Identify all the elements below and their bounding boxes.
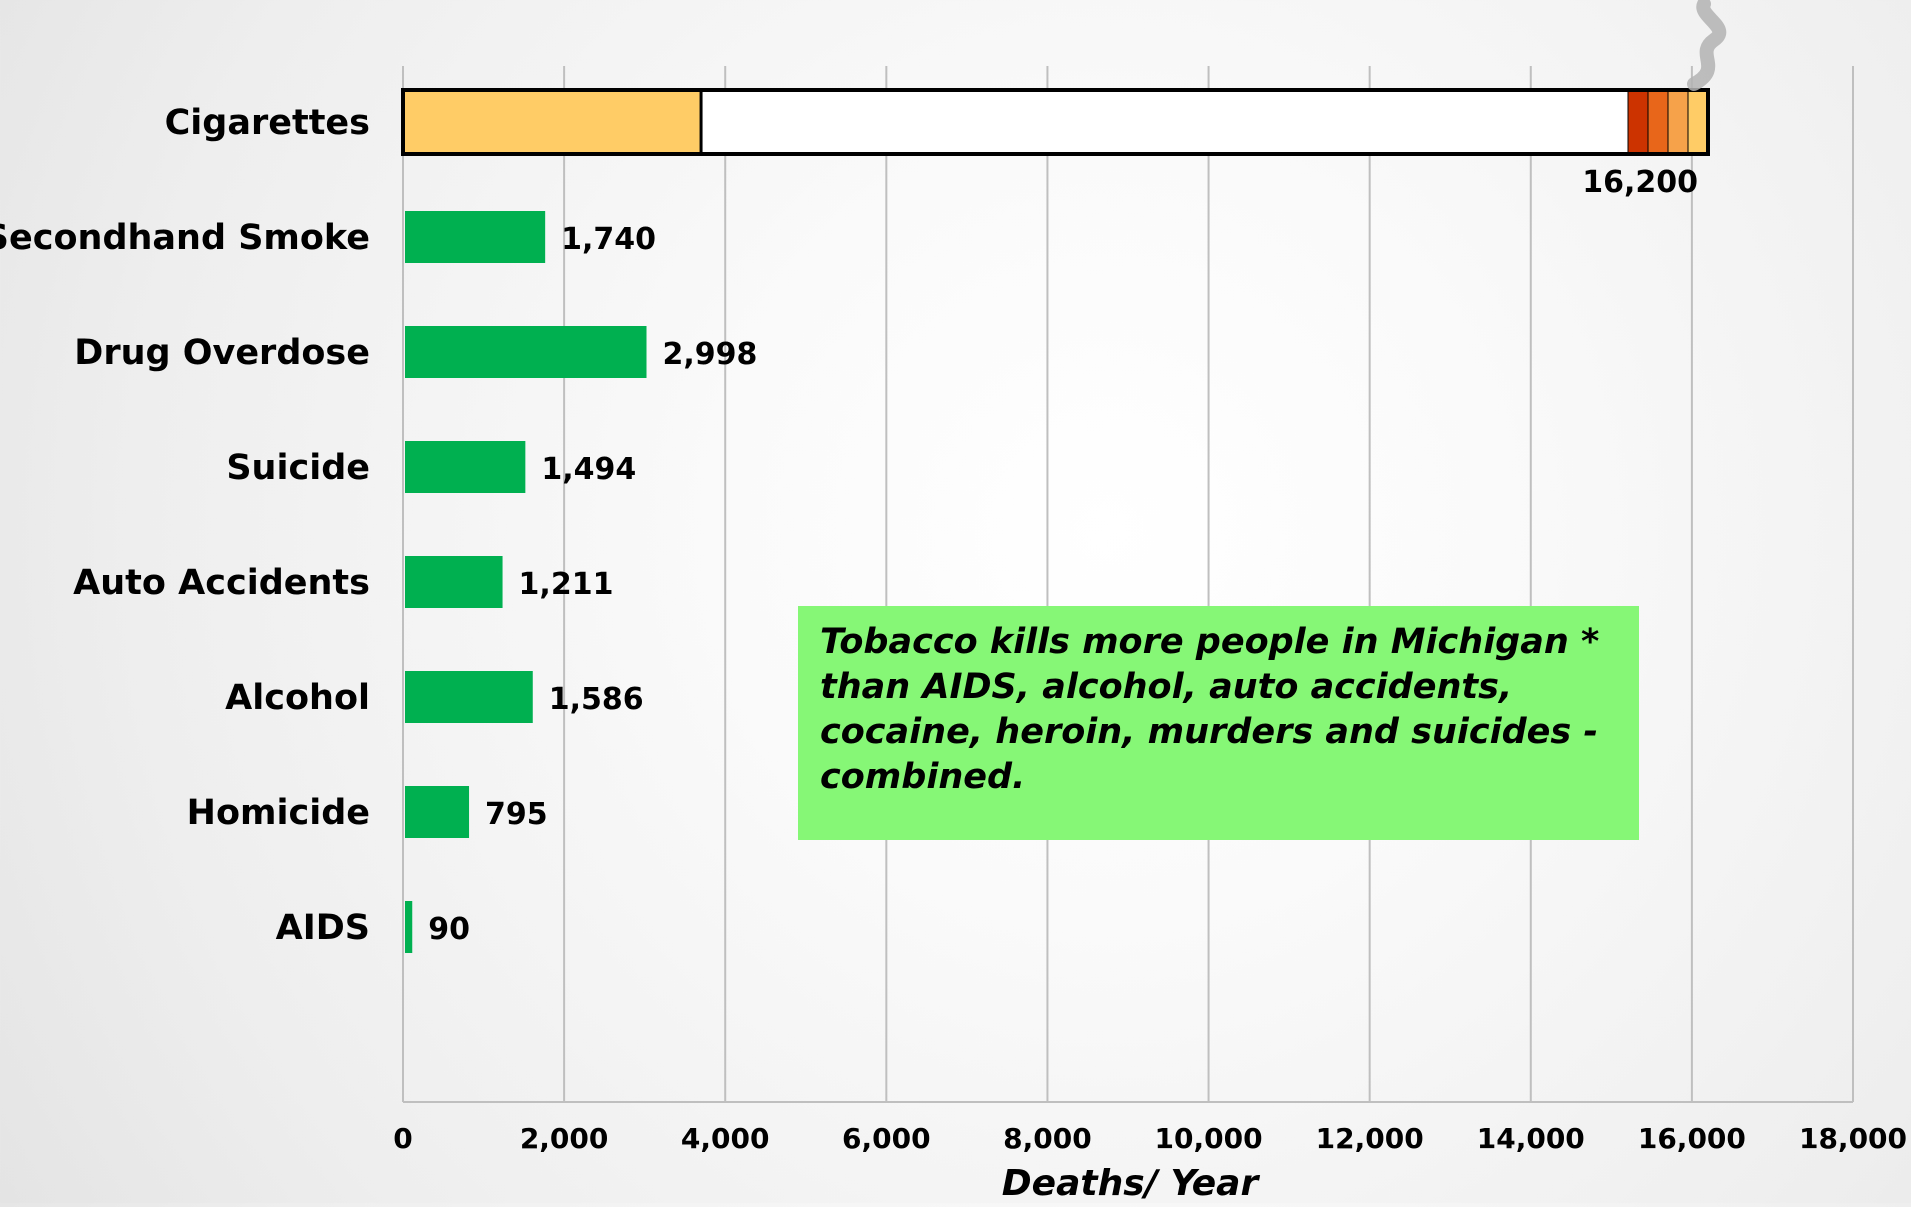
x-tick-label: 2,000 [520,1122,609,1155]
bar-secondhand-smoke [405,211,546,263]
x-tick-label: 16,000 [1638,1122,1746,1155]
value-label: 16,200 [1582,165,1698,200]
callout-text: Tobacco kills more people in Michigan * … [820,622,1600,797]
category-label: Cigarettes [165,103,370,143]
cigarette-bar [401,0,1727,156]
callout-box: Tobacco kills more people in Michigan * … [798,606,1639,840]
category-label: Secondhand Smoke [0,218,370,258]
x-tick-label: 6,000 [842,1122,931,1155]
bars [401,0,1727,953]
x-tick-label: 18,000 [1799,1122,1907,1155]
gridlines [402,66,1854,1103]
value-label: 1,494 [541,452,636,487]
bar-auto-accidents [405,556,503,608]
category-label: AIDS [276,908,370,948]
x-tick-label: 12,000 [1316,1122,1424,1155]
bar-homicide [405,786,470,838]
cigarette-ember-band [1687,89,1709,155]
bar-alcohol [405,671,533,723]
cigarette-ember-band [1647,89,1669,155]
bar-drug-overdose [405,326,647,378]
smoke-icon [1687,0,1727,91]
x-axis: 0 2,000 4,000 6,000 8,000 10,000 12,000 14,000 1… [393,1122,1907,1155]
cigarette-paper [701,90,1708,154]
value-label: 1,586 [549,682,644,717]
value-label: 90 [428,912,470,947]
value-label: 1,740 [561,222,656,257]
labels: Cigarettes 16,200 Secondhand Smoke 1,740 Dru… [0,103,1698,948]
x-tick-label: 0 [393,1122,412,1155]
x-tick-label: 8,000 [1003,1122,1092,1155]
x-tick-label: 10,000 [1155,1122,1263,1155]
category-label: Homicide [187,793,370,833]
value-label: 795 [485,797,548,832]
value-label: 2,998 [663,337,758,372]
category-label: Auto Accidents [73,563,370,603]
category-label: Suicide [226,448,370,488]
x-tick-label: 14,000 [1477,1122,1585,1155]
x-axis-title: Deaths/ Year [1002,1163,1261,1203]
bar-aids [405,901,413,953]
cigarette-ember-band [1627,89,1649,155]
cigarette-outline [401,88,1710,156]
bar-suicide [405,441,526,493]
cigarette-ember-band [1667,89,1689,155]
category-label: Drug Overdose [74,333,370,373]
value-label: 1,211 [519,567,614,602]
category-label: Alcohol [225,678,370,718]
x-tick-label: 4,000 [681,1122,770,1155]
cigarette-filter [403,90,702,154]
